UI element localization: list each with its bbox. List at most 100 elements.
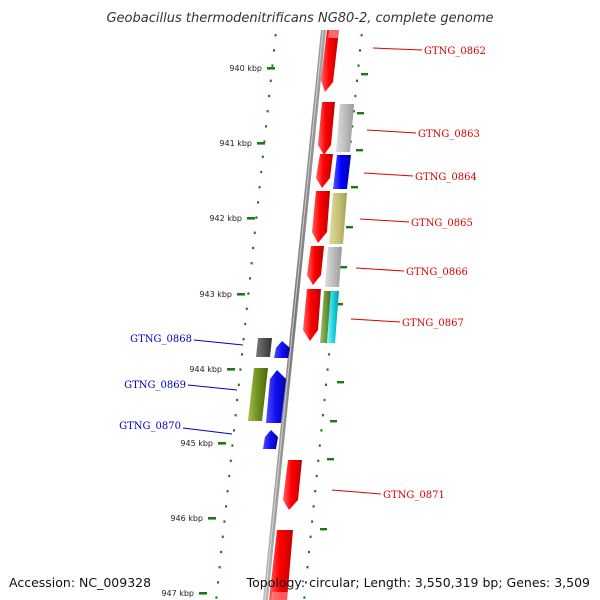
ruler-dot: [304, 581, 307, 584]
ruler-dot: [245, 307, 248, 310]
ruler-kbp-label: 943 kbp: [199, 290, 232, 299]
ruler-minor-tick: [327, 458, 334, 461]
gene-leader-line: [193, 339, 244, 346]
gene-leader-line: [355, 267, 405, 272]
gene-block-gtng-0865-paralog[interactable]: [329, 193, 347, 244]
gene-label-gtng-0863[interactable]: GTNG_0863: [418, 129, 480, 140]
ruler-dot: [228, 474, 231, 478]
ruler-dot: [274, 34, 277, 37]
gene-block-gtng-0866[interactable]: [307, 246, 324, 285]
gene-block-gtng-0872-tail: [271, 592, 288, 600]
ruler-dot: [312, 505, 315, 508]
gene-label-gtng-0864[interactable]: GTNG_0864: [415, 172, 477, 183]
ruler-dot: [269, 79, 272, 82]
ruler-major-tick: [247, 217, 255, 220]
ruler-dot: [315, 474, 318, 478]
map-title: Geobacillus thermodenitrificans NG80-2, …: [106, 11, 493, 26]
ruler-dot: [215, 596, 218, 599]
gene-leader-line: [331, 489, 382, 495]
ruler-dot: [266, 110, 269, 113]
ruler-dot: [261, 155, 264, 158]
ruler-dot: [217, 581, 219, 584]
ruler-major-tick: [267, 67, 275, 70]
ruler-major-tick: [208, 517, 216, 520]
gene-label-gtng-0865[interactable]: GTNG_0865: [411, 218, 473, 229]
gene-label-gtng-0862[interactable]: GTNG_0862: [424, 46, 486, 57]
ruler-minor-tick: [356, 149, 363, 152]
gene-block-gtng-0867[interactable]: [303, 289, 321, 341]
gene-block-gtng-0862[interactable]: [321, 30, 339, 92]
gene-block-gtng-0867-paralog-b[interactable]: [327, 291, 339, 343]
gene-block-gtng-0870[interactable]: [263, 430, 278, 449]
ruler-dot: [236, 398, 239, 402]
ruler-dot: [325, 383, 327, 386]
ruler-dot: [308, 550, 310, 554]
gene-block-gtng-0868-arrow[interactable]: [274, 341, 290, 358]
ruler-minor-tick: [337, 381, 344, 384]
gene-block-gtng-0869[interactable]: [248, 368, 268, 421]
ruler-dot: [351, 125, 354, 128]
ruler-dot: [257, 201, 259, 204]
ruler-dot: [306, 566, 309, 569]
gene-block-gtng-0866-paralog[interactable]: [325, 247, 342, 287]
ruler-dot: [244, 322, 247, 326]
ruler-labels: 940 kbp 941 kbp 942 kbp 943 kbp 944 kbp 945 k…: [161, 64, 262, 598]
gene-leader-line: [363, 172, 414, 177]
ruler-dot: [252, 246, 255, 250]
gene-block-gtng-0862-tail: [328, 30, 339, 38]
ruler-minor-tick: [361, 73, 368, 76]
ruler-dot: [357, 64, 360, 67]
ruler-dot: [318, 444, 321, 447]
ruler-minor-tick: [336, 303, 343, 306]
ruler-dot: [250, 262, 253, 265]
ruler-ticks: [199, 67, 368, 595]
ruler-dot: [328, 353, 331, 356]
gene-label-gtng-0868[interactable]: GTNG_0868: [130, 334, 192, 345]
ruler-dot: [223, 520, 226, 523]
genome-backbone-highlight: [264, 30, 324, 600]
gene-label-gtng-0869[interactable]: GTNG_0869: [124, 380, 186, 391]
ruler-dot: [352, 110, 355, 113]
ruler-kbp-label: 945 kbp: [180, 439, 213, 448]
ruler-dot: [249, 277, 251, 280]
gene-label-gtng-0871[interactable]: GTNG_0871: [383, 490, 445, 501]
gene-block-gtng-0872[interactable]: [269, 530, 293, 600]
ruler-dot: [273, 49, 275, 52]
ruler-dot: [255, 216, 258, 219]
ruler-dot: [359, 49, 361, 52]
ruler-dot: [242, 338, 245, 341]
ruler-minor-tick: [346, 226, 353, 229]
gene-block-gtng-0865[interactable]: [312, 191, 330, 243]
ruler-dot: [231, 444, 234, 447]
ruler-dot: [268, 94, 271, 98]
gene-block-gtng-0863[interactable]: [318, 102, 335, 155]
ruler-dot: [258, 186, 261, 189]
accession-text: Accession: NC_009328: [9, 575, 151, 590]
gene-labels: GTNG_0862 GTNG_0863 GTNG_0864 GTNG_0865 GTNG…: [119, 46, 486, 501]
ruler-dot: [263, 140, 266, 143]
gene-label-gtng-0867[interactable]: GTNG_0867: [402, 318, 464, 329]
ruler-dot: [309, 535, 312, 538]
gene-block-gtng-0864[interactable]: [316, 154, 333, 188]
ruler-dot: [218, 566, 221, 569]
ruler-dot: [354, 94, 357, 98]
ruler-dot: [323, 398, 326, 402]
gene-label-gtng-0870[interactable]: GTNG_0870: [119, 421, 181, 432]
gene-block-gtng-0867-paralog-a[interactable]: [320, 291, 331, 343]
ruler-dot: [320, 429, 323, 432]
ruler-dot: [321, 414, 324, 417]
gene-block-gtng-0871[interactable]: [283, 460, 302, 510]
ruler-dot: [271, 64, 274, 67]
ruler-major-tick: [237, 293, 245, 296]
ruler-dot: [237, 383, 240, 386]
gene-block-gtng-0863-paralog[interactable]: [336, 104, 354, 152]
ruler-dot: [241, 353, 243, 356]
ruler-dot: [253, 231, 256, 234]
gene-block-gtng-0869-arrow[interactable]: [266, 370, 286, 423]
gene-block-gtng-0864-paralog[interactable]: [333, 155, 351, 189]
ruler-dot: [356, 79, 358, 82]
gene-block-gtng-0868[interactable]: [256, 338, 272, 357]
gene-label-gtng-0866[interactable]: GTNG_0866: [406, 267, 468, 278]
